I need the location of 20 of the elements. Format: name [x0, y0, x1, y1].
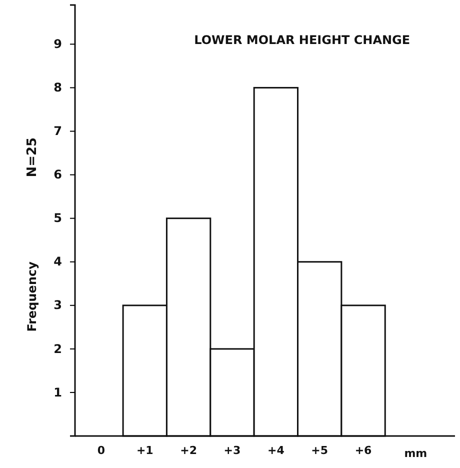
y-tick-label: 3	[54, 298, 62, 312]
y-tick-label: 1	[54, 385, 62, 400]
x-tick-label: +3	[224, 444, 241, 457]
y-tick-label: 7	[54, 124, 62, 138]
y-tick-label: 2	[54, 342, 62, 356]
y-tick-label: 5	[54, 211, 62, 226]
y-tick-label: 4	[54, 254, 62, 269]
x-tick-label: +2	[180, 444, 197, 457]
x-tick-label: 0	[97, 444, 106, 457]
y-tick-label: 6	[54, 168, 62, 182]
x-tick-label: +6	[354, 444, 372, 457]
x-axis-title: mm	[404, 447, 428, 460]
y-tick-label: 8	[54, 80, 62, 95]
x-tick-label: +1	[136, 444, 154, 457]
x-tick-label: +5	[311, 444, 328, 457]
text: LOWER MOLAR HEIGHT CHANGE	[194, 33, 410, 48]
y-axis-title: Frequency	[25, 261, 39, 332]
x-tick-label: +4	[267, 444, 285, 457]
text: N=25	[25, 137, 40, 178]
y-tick-label: 9	[54, 37, 62, 52]
